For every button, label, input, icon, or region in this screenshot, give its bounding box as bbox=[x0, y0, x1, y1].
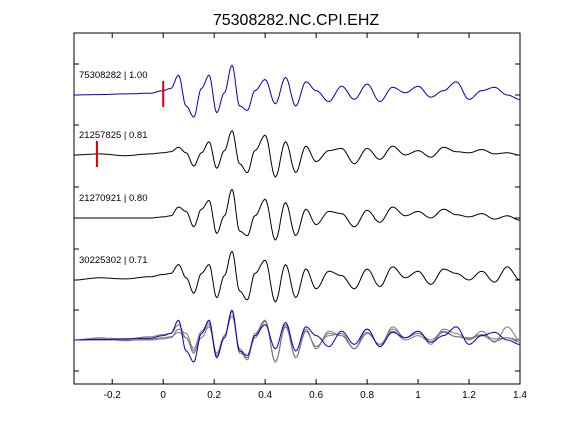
x-tick-label: 0.6 bbox=[309, 390, 323, 401]
x-tick-label: 1.4 bbox=[513, 390, 527, 401]
overlay-line-4 bbox=[73, 310, 521, 363]
x-tick-label: 1 bbox=[415, 390, 421, 401]
overlay-line-2 bbox=[74, 315, 521, 363]
trace-label-4: 30225302 | 0.71 bbox=[79, 255, 148, 266]
trace-line-4 bbox=[73, 250, 521, 303]
x-tick-label: 0.2 bbox=[207, 390, 221, 401]
plot-frame bbox=[73, 32, 521, 385]
traces-group bbox=[73, 64, 521, 303]
trace-label-2: 21257825 | 0.81 bbox=[79, 130, 148, 141]
x-tick-label: 0.4 bbox=[258, 390, 272, 401]
trace-label-3: 21270921 | 0.80 bbox=[79, 193, 148, 204]
chart-title: 75308282.NC.CPI.EHZ bbox=[213, 12, 380, 29]
overlay-line-1 bbox=[74, 309, 521, 363]
x-tick-label: -0.2 bbox=[104, 390, 122, 401]
x-tick-label: 0 bbox=[160, 390, 166, 401]
x-tick-label: 1.2 bbox=[462, 390, 476, 401]
overlay-traces-group bbox=[73, 309, 521, 363]
pick-markers-group bbox=[95, 81, 165, 167]
overlay-line-3 bbox=[74, 310, 521, 363]
trace-line-2 bbox=[74, 130, 521, 178]
x-axis-ticks: -0.2 0 0.2 0.4 0.6 0.8 1 1.2 1.4 bbox=[104, 33, 527, 401]
trace-labels-group: 75308282 | 1.00 21257825 | 0.81 21270921 |… bbox=[79, 70, 148, 266]
trace-line-1 bbox=[74, 64, 521, 118]
trace-label-1: 75308282 | 1.00 bbox=[79, 70, 148, 81]
x-tick-label: 0.8 bbox=[360, 390, 374, 401]
trace-line-3 bbox=[74, 188, 521, 241]
